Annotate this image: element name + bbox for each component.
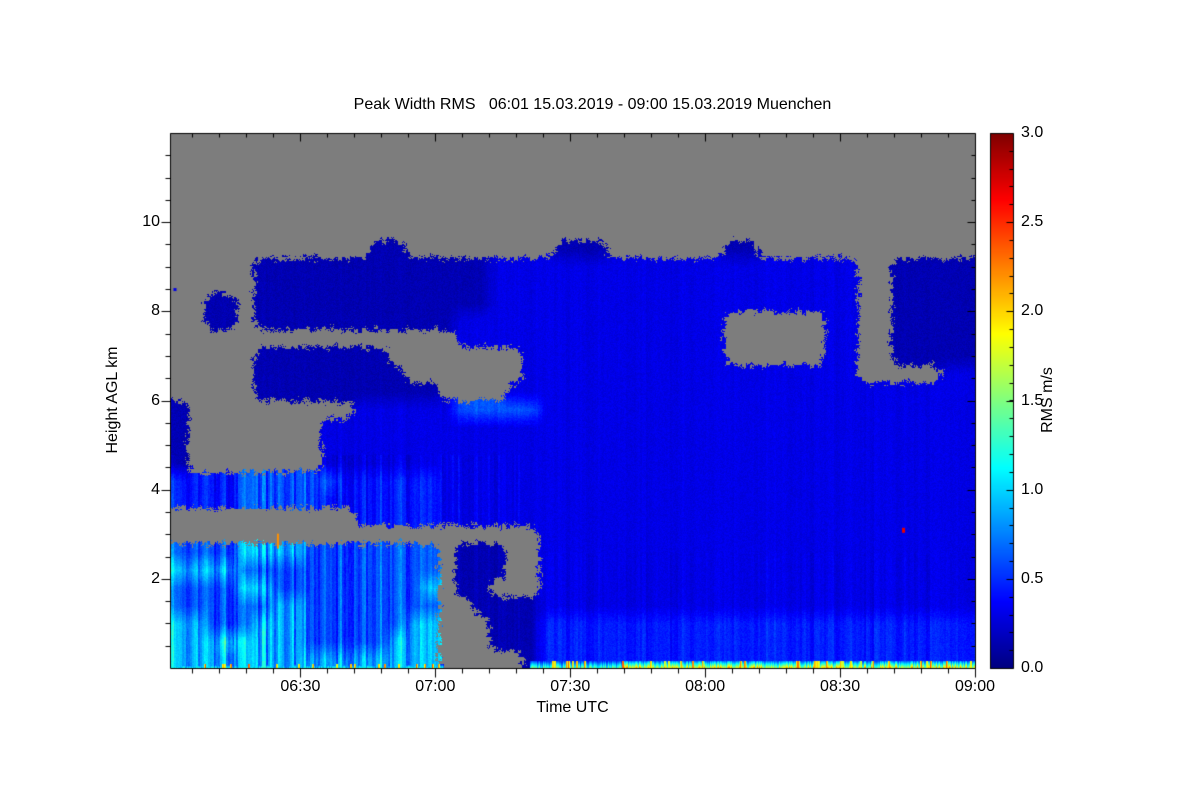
x-tick-label: 08:30 xyxy=(820,678,861,695)
colorbar-tick-label: 1.0 xyxy=(1021,480,1044,498)
x-tick-label: 09:00 xyxy=(954,678,996,695)
y-tick-label: 6 xyxy=(151,391,160,409)
x-tick-label: 07:00 xyxy=(415,678,456,695)
colorbar-tick-label: 3.0 xyxy=(1021,124,1044,141)
y-tick-label: 10 xyxy=(142,213,160,231)
y-tick-label: 2 xyxy=(151,569,160,587)
colorbar-tick-label: 2.5 xyxy=(1021,213,1044,231)
colorbar-tick-label: 2.0 xyxy=(1021,302,1044,320)
colorbar-tick-label: 0.0 xyxy=(1021,659,1044,676)
x-tick-label: 08:00 xyxy=(685,678,726,695)
y-tick-label: 8 xyxy=(151,302,160,320)
x-tick-label: 06:30 xyxy=(280,678,321,695)
chart-title: Peak Width RMS 06:01 15.03.2019 - 09:00 … xyxy=(353,96,832,113)
x-tick-label: 07:30 xyxy=(550,678,591,695)
x-axis-title: Time UTC xyxy=(536,699,609,716)
colorbar-tick-label: 0.5 xyxy=(1021,569,1044,587)
colorbar-tick-label: 1.5 xyxy=(1021,391,1044,409)
y-tick-label: 4 xyxy=(151,480,160,498)
